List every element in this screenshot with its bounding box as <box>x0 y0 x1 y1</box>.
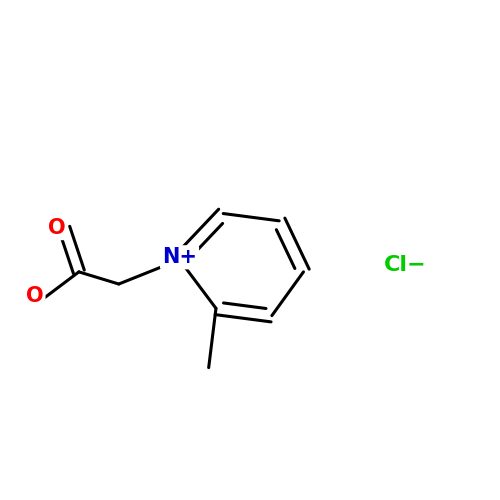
Text: O: O <box>26 286 44 306</box>
Text: Cl−: Cl− <box>384 254 427 274</box>
Text: O: O <box>48 218 66 238</box>
Text: N+: N+ <box>162 248 197 268</box>
